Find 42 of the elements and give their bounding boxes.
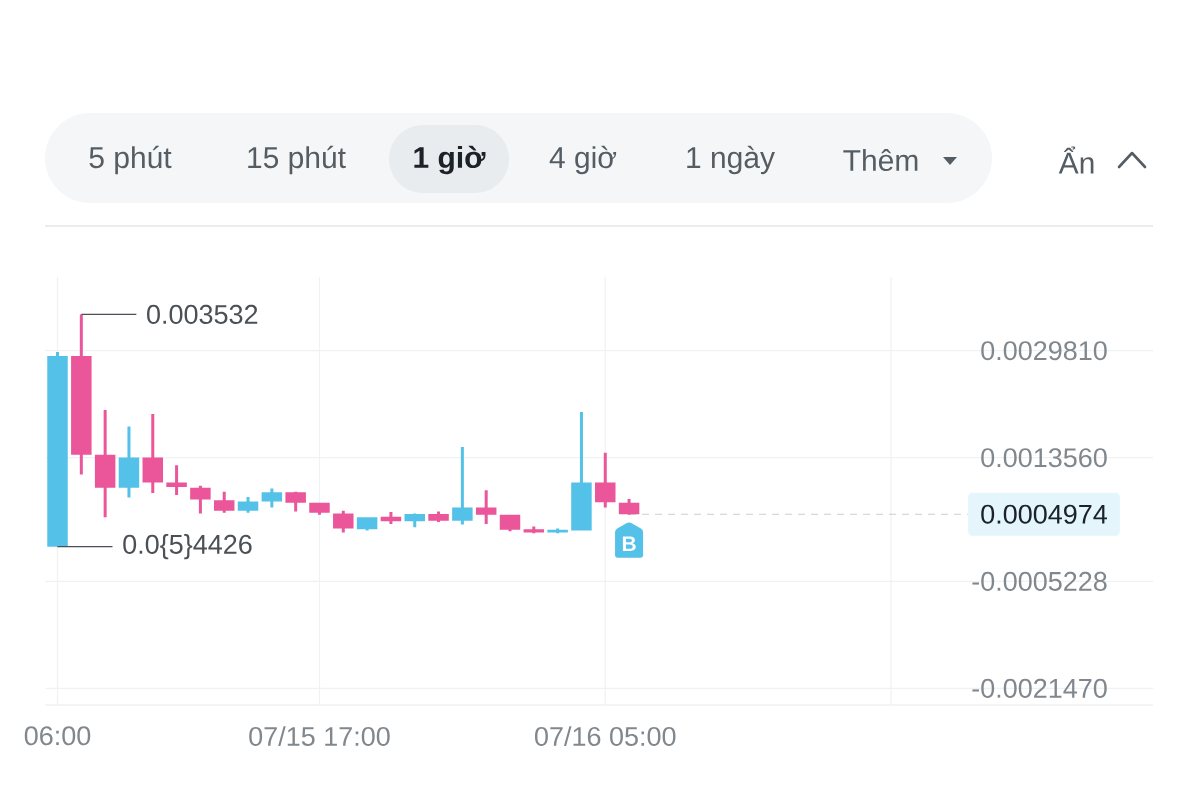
candlestick	[356, 517, 378, 531]
candlestick	[452, 446, 473, 525]
candlestick	[571, 412, 592, 531]
candlestick	[475, 490, 497, 524]
y-tick-label: 0.0029810	[981, 341, 1107, 361]
y-tick-label: -0.0005228	[972, 571, 1107, 591]
y-tick-label: 0.0013560	[981, 448, 1107, 468]
candlestick	[523, 526, 545, 534]
candlestick	[94, 410, 116, 518]
candlestick	[237, 496, 259, 513]
candlestick	[142, 413, 164, 493]
annotation: B	[622, 536, 636, 551]
annotation: 0.0{5}4426	[123, 534, 252, 560]
candlestick	[261, 488, 283, 508]
x-tick-label: 06:00	[24, 726, 91, 746]
candlestick	[428, 511, 449, 522]
text: 4 giờ	[549, 145, 617, 175]
candlestick	[404, 513, 425, 528]
text: 15 phút	[248, 145, 346, 175]
candlestick	[380, 512, 402, 524]
candlestick	[47, 352, 68, 547]
text: Thêm	[843, 148, 918, 172]
ref-line-label: 0.0004974	[981, 504, 1107, 524]
annotation: 0.003532	[147, 304, 258, 324]
candlestick	[166, 465, 187, 495]
candlestick	[618, 498, 640, 515]
candlestick	[118, 426, 140, 498]
candlestick	[309, 502, 330, 515]
y-tick-label: -0.0021470	[972, 678, 1107, 698]
candlestick	[333, 510, 354, 533]
candlestick	[190, 485, 211, 514]
x-tick-label: 07/15 17:00	[249, 726, 390, 747]
text: Ẩn	[1058, 146, 1094, 174]
text: 5 phút	[89, 145, 172, 175]
candlestick	[71, 314, 92, 475]
candlestick	[285, 491, 306, 512]
x-tick-label: 07/16 05:00	[535, 726, 676, 747]
text: 1 ngày	[687, 145, 775, 175]
text: 1 giờ	[414, 145, 486, 175]
candlestick	[595, 452, 616, 508]
candlestick	[499, 514, 521, 532]
candlestick	[213, 491, 235, 513]
